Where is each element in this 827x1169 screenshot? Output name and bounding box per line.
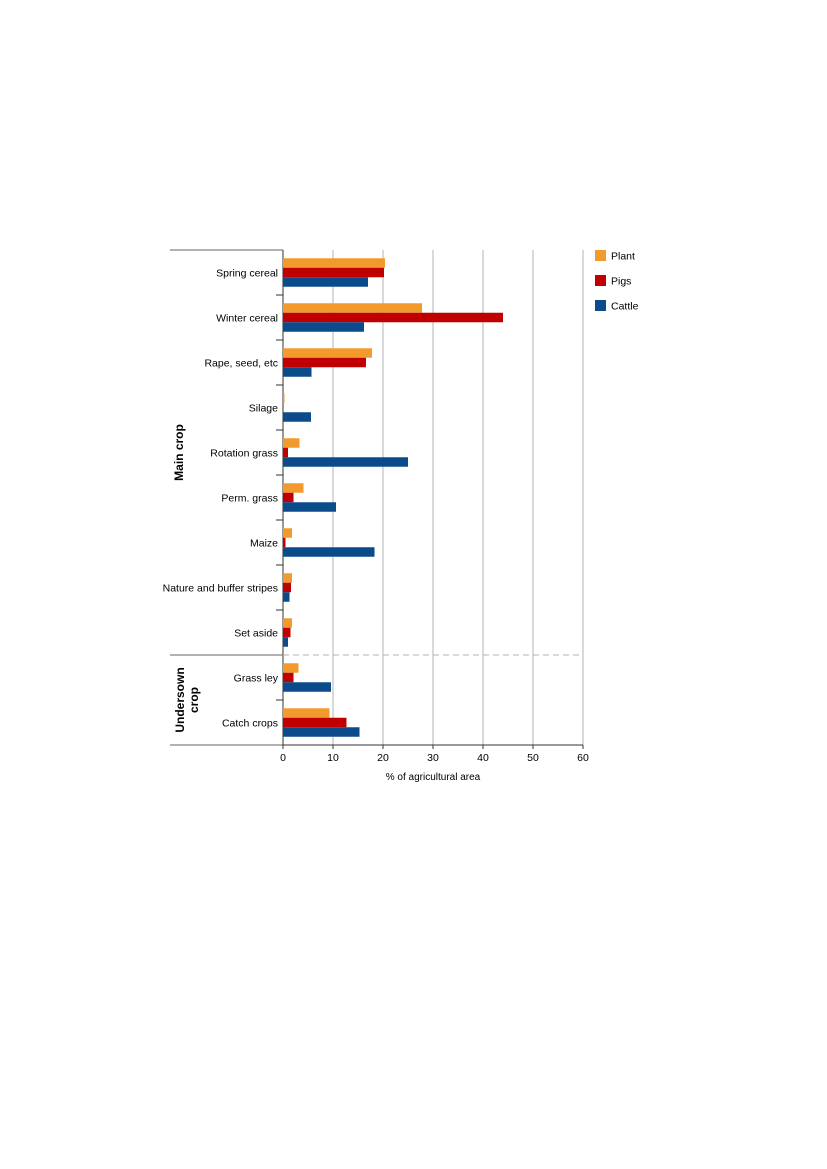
bars — [283, 258, 503, 737]
bar-plant-catch-crops — [283, 708, 330, 718]
category-label-silage: Silage — [249, 403, 278, 415]
bar-cattle-silage — [283, 412, 311, 422]
bar-pigs-set-aside — [283, 627, 291, 638]
bar-pigs-maize — [283, 537, 286, 548]
bar-cattle-perm-grass — [283, 502, 336, 512]
bar-cattle-set-aside — [283, 637, 288, 647]
bar-plant-maize — [283, 528, 292, 538]
legend-label-pigs: Pigs — [611, 276, 631, 288]
bar-pigs-grass-ley — [283, 672, 294, 683]
category-label-set-aside: Set aside — [234, 628, 278, 640]
legend-swatch-cattle — [595, 300, 606, 311]
legend-label-cattle: Cattle — [611, 301, 639, 313]
legend-swatch-plant — [595, 250, 606, 261]
bar-plant-winter-cereal — [283, 303, 422, 313]
category-labels: Spring cereal Winter cereal Rape, seed, et… — [163, 268, 279, 730]
x-tick-label-20: 20 — [377, 752, 389, 764]
category-label-maize: Maize — [250, 538, 278, 550]
bar-cattle-catch-crops — [283, 727, 360, 737]
bar-pigs-rape-seed-etc — [283, 357, 366, 368]
group-labels: Main crop Undersowncrop — [172, 424, 201, 733]
x-tick-label-50: 50 — [527, 752, 539, 764]
x-tick-label-10: 10 — [327, 752, 339, 764]
category-label-grass-ley: Grass ley — [234, 673, 279, 685]
bar-plant-rotation-grass — [283, 438, 300, 448]
bar-plant-perm-grass — [283, 483, 304, 493]
bar-plant-rape-seed-etc — [283, 348, 372, 358]
legend: Plant Pigs Cattle — [595, 250, 639, 313]
bar-plant-spring-cereal — [283, 258, 385, 268]
bar-pigs-catch-crops — [283, 717, 347, 728]
grid-lines — [332, 250, 584, 745]
bar-pigs-spring-cereal — [283, 267, 384, 278]
group-label-main-crop: Main crop — [172, 424, 186, 481]
x-tick-label-0: 0 — [280, 752, 286, 764]
bar-cattle-maize — [283, 547, 375, 557]
bar-cattle-rape-seed-etc — [283, 367, 312, 377]
group-label-undersown-crop: Undersowncrop — [173, 667, 201, 732]
bar-cattle-nature-and-buffer-stripes — [283, 592, 290, 602]
category-label-perm-grass: Perm. grass — [221, 493, 278, 505]
bar-plant-grass-ley — [283, 663, 299, 673]
category-label-rotation-grass: Rotation grass — [210, 448, 278, 460]
legend-label-plant: Plant — [611, 251, 635, 263]
x-tick-label-30: 30 — [427, 752, 439, 764]
category-label-nature-and-buffer-stripes: Nature and buffer stripes — [163, 583, 278, 595]
category-label-rape-seed-etc: Rape, seed, etc — [204, 358, 278, 370]
category-label-winter-cereal: Winter cereal — [216, 313, 278, 325]
category-label-spring-cereal: Spring cereal — [216, 268, 278, 280]
bar-pigs-winter-cereal — [283, 312, 503, 323]
x-tick-label-60: 60 — [577, 752, 589, 764]
bar-cattle-winter-cereal — [283, 322, 364, 332]
category-label-catch-crops: Catch crops — [222, 718, 278, 730]
x-axis-ticks: 0 10 20 30 40 50 60 — [280, 745, 589, 764]
legend-swatch-pigs — [595, 275, 606, 286]
bar-cattle-rotation-grass — [283, 457, 408, 467]
bar-plant-silage — [283, 393, 285, 403]
bar-cattle-spring-cereal — [283, 277, 368, 287]
bar-plant-set-aside — [283, 618, 292, 628]
bar-pigs-rotation-grass — [283, 447, 288, 458]
x-axis-title: % of agricultural area — [386, 772, 481, 783]
bar-pigs-perm-grass — [283, 492, 294, 503]
bar-pigs-nature-and-buffer-stripes — [283, 582, 291, 593]
bar-plant-nature-and-buffer-stripes — [283, 573, 292, 583]
x-tick-label-40: 40 — [477, 752, 489, 764]
bar-cattle-grass-ley — [283, 682, 331, 692]
